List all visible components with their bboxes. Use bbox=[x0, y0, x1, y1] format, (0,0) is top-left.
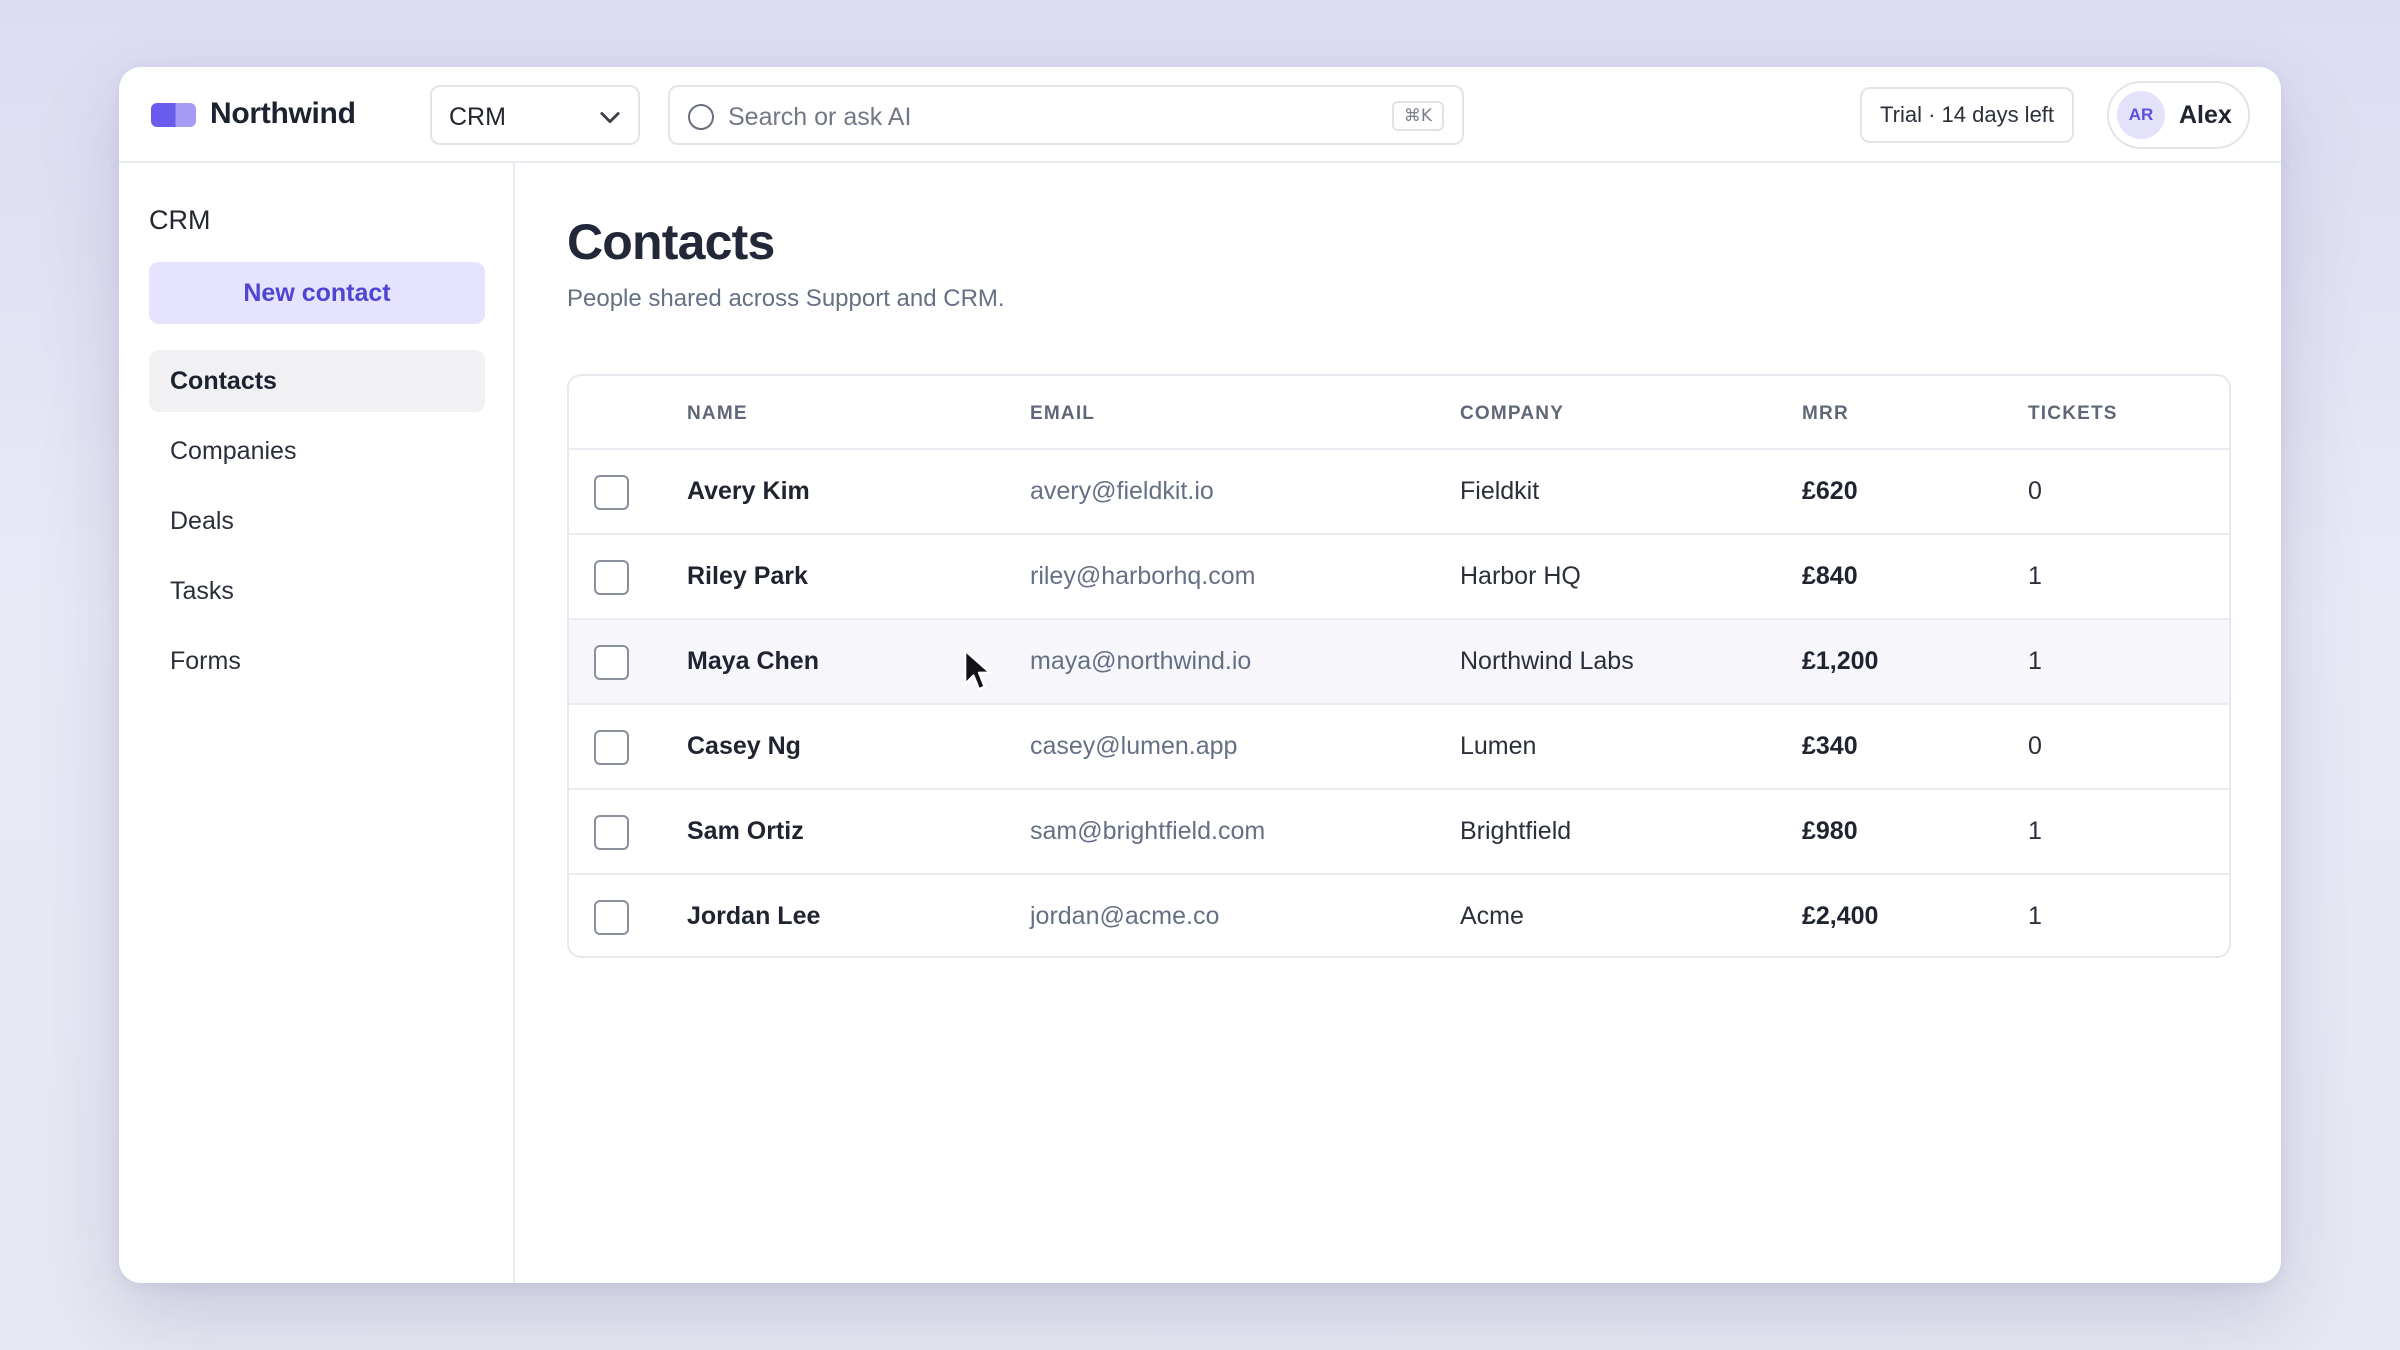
contact-name: Casey Ng bbox=[687, 732, 801, 760]
row-checkbox[interactable] bbox=[594, 815, 629, 850]
page-subtitle: People shared across Support and CRM. bbox=[567, 285, 1005, 312]
sidebar-item-contacts[interactable]: Contacts bbox=[149, 350, 485, 412]
table-row[interactable]: Sam Ortiz sam@brightfield.com Brightfiel… bbox=[569, 790, 2229, 875]
column-header-name[interactable]: NAME bbox=[687, 403, 748, 424]
contact-email: jordan@acme.co bbox=[1030, 902, 1220, 930]
avatar: AR bbox=[2117, 91, 2165, 139]
contact-company: Lumen bbox=[1460, 732, 1537, 760]
brand-name: Northwind bbox=[210, 97, 356, 130]
trial-badge[interactable]: Trial · 14 days left bbox=[1860, 87, 2075, 143]
user-menu-button[interactable]: AR Alex bbox=[2107, 81, 2250, 149]
row-checkbox[interactable] bbox=[594, 730, 629, 765]
table-header: NAME EMAIL COMPANY MRR TICKETS bbox=[569, 376, 2229, 450]
row-checkbox[interactable] bbox=[594, 475, 629, 510]
sidebar-nav: Contacts Companies Deals Tasks Forms bbox=[149, 350, 485, 700]
contact-mrr: £1,200 bbox=[1802, 647, 1879, 675]
column-header-email[interactable]: EMAIL bbox=[1030, 403, 1096, 424]
sidebar-item-deals[interactable]: Deals bbox=[170, 507, 234, 535]
app-window: Northwind CRM Search or ask AI ⌘K Trial … bbox=[119, 67, 2281, 1283]
user-name: Alex bbox=[2179, 101, 2232, 129]
row-checkbox[interactable] bbox=[594, 900, 629, 935]
new-contact-button[interactable]: New contact bbox=[149, 262, 485, 324]
contact-tickets: 1 bbox=[2028, 562, 2042, 590]
northwind-logo-icon bbox=[151, 103, 196, 127]
contact-company: Fieldkit bbox=[1460, 477, 1540, 505]
contact-tickets: 0 bbox=[2028, 732, 2042, 760]
contact-company: Brightfield bbox=[1460, 817, 1572, 845]
search-placeholder: Search or ask AI bbox=[728, 103, 912, 131]
sidebar-section-title: CRM bbox=[149, 205, 211, 235]
contact-tickets: 1 bbox=[2028, 647, 2042, 675]
contact-name: Jordan Lee bbox=[687, 902, 821, 930]
contact-name: Avery Kim bbox=[687, 477, 810, 505]
contact-mrr: £2,400 bbox=[1802, 902, 1879, 930]
contact-mrr: £840 bbox=[1802, 562, 1858, 590]
page-title: Contacts bbox=[567, 214, 775, 270]
contact-name: Maya Chen bbox=[687, 647, 819, 675]
contact-email: sam@brightfield.com bbox=[1030, 817, 1266, 845]
column-header-company[interactable]: COMPANY bbox=[1460, 403, 1565, 424]
search-input[interactable]: Search or ask AI ⌘K bbox=[668, 85, 1464, 145]
table-row[interactable]: Casey Ng casey@lumen.app Lumen £340 0 bbox=[569, 705, 2229, 790]
sidebar: CRM New contact Contacts Companies Deals… bbox=[119, 163, 515, 1283]
table-row[interactable]: Maya Chen maya@northwind.io Northwind La… bbox=[569, 620, 2229, 705]
row-checkbox[interactable] bbox=[594, 645, 629, 680]
app-switcher-value: CRM bbox=[449, 103, 506, 131]
contacts-table: NAME EMAIL COMPANY MRR TICKETS Avery Kim… bbox=[567, 374, 2231, 958]
contact-email: riley@harborhq.com bbox=[1030, 562, 1256, 590]
app-switcher-select[interactable]: CRM bbox=[430, 85, 640, 145]
contact-tickets: 1 bbox=[2028, 817, 2042, 845]
contact-mrr: £340 bbox=[1802, 732, 1858, 760]
mouse-pointer-icon bbox=[964, 649, 992, 691]
search-icon bbox=[688, 104, 714, 130]
contact-company: Harbor HQ bbox=[1460, 562, 1581, 590]
table-row[interactable]: Riley Park riley@harborhq.com Harbor HQ … bbox=[569, 535, 2229, 620]
sidebar-item-companies[interactable]: Companies bbox=[170, 437, 297, 465]
sidebar-item-tasks[interactable]: Tasks bbox=[170, 577, 234, 605]
table-row[interactable]: Avery Kim avery@fieldkit.io Fieldkit £62… bbox=[569, 450, 2229, 535]
contact-tickets: 1 bbox=[2028, 902, 2042, 930]
contact-email: maya@northwind.io bbox=[1030, 647, 1252, 675]
column-header-tickets[interactable]: TICKETS bbox=[2028, 403, 2118, 424]
contact-company: Northwind Labs bbox=[1460, 647, 1634, 675]
contact-mrr: £980 bbox=[1802, 817, 1858, 845]
table-row[interactable]: Jordan Lee jordan@acme.co Acme £2,400 1 bbox=[569, 875, 2229, 956]
sidebar-item-forms[interactable]: Forms bbox=[170, 647, 241, 675]
contact-company: Acme bbox=[1460, 902, 1524, 930]
contact-name: Riley Park bbox=[687, 562, 808, 590]
contact-tickets: 0 bbox=[2028, 477, 2042, 505]
top-bar: Northwind CRM Search or ask AI ⌘K Trial … bbox=[119, 67, 2281, 163]
contact-mrr: £620 bbox=[1802, 477, 1858, 505]
contact-email: casey@lumen.app bbox=[1030, 732, 1238, 760]
contact-email: avery@fieldkit.io bbox=[1030, 477, 1214, 505]
row-checkbox[interactable] bbox=[594, 560, 629, 595]
chevron-down-icon bbox=[600, 112, 620, 124]
column-header-mrr[interactable]: MRR bbox=[1802, 403, 1849, 424]
contact-name: Sam Ortiz bbox=[687, 817, 804, 845]
search-shortcut-hint: ⌘K bbox=[1391, 101, 1444, 131]
